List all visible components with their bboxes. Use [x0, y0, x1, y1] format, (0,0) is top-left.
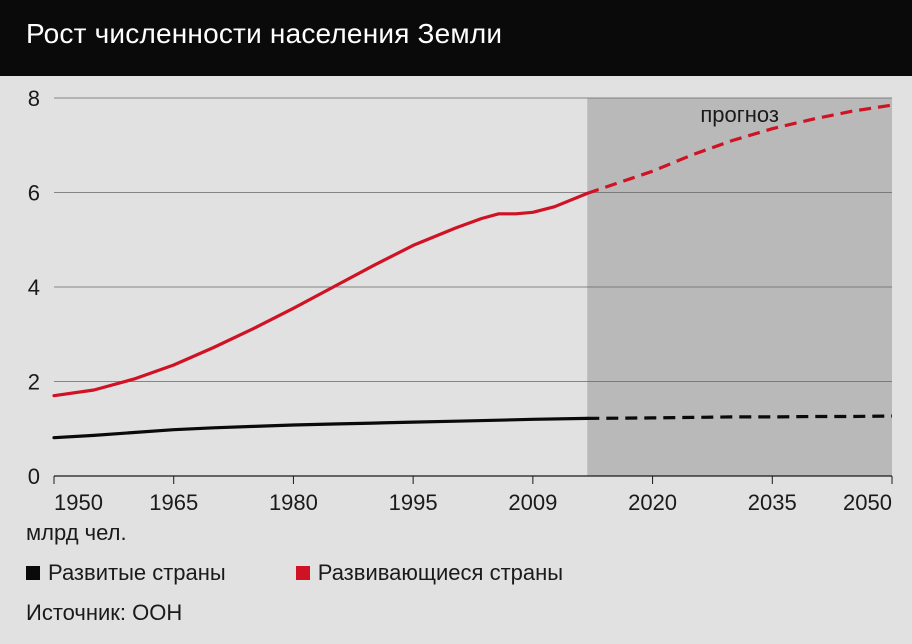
x-tick-label: 2020 — [628, 490, 677, 515]
legend: Развитые страны Развивающиеся страны — [26, 560, 886, 586]
chart-header: Рост численности населения Земли — [0, 0, 912, 76]
legend-label-developed: Развитые страны — [48, 560, 226, 586]
forecast-label: прогноз — [700, 102, 779, 127]
line-chart-svg: прогноз 0 2 4 6 8 1950 1965 1980 1995 2009 2020 2035… — [0, 76, 912, 516]
y-tick-label: 4 — [28, 275, 40, 300]
legend-swatch-developing — [296, 566, 310, 580]
x-tick-label: 1950 — [54, 490, 103, 515]
y-tick-label: 8 — [28, 86, 40, 111]
y-tick-label: 0 — [28, 464, 40, 489]
legend-item-developing: Развивающиеся страны — [296, 560, 563, 586]
y-axis-unit-label: млрд чел. — [26, 520, 886, 546]
x-tick-label: 1965 — [149, 490, 198, 515]
y-tick-label: 6 — [28, 181, 40, 206]
chart-area: прогноз 0 2 4 6 8 1950 1965 1980 1995 2009 2020 2035… — [0, 76, 912, 516]
x-tick-label: 2035 — [748, 490, 797, 515]
y-tick-label: 2 — [28, 370, 40, 395]
legend-label-developing: Развивающиеся страны — [318, 560, 563, 586]
x-tick-label: 2050 — [843, 490, 892, 515]
x-tick-label: 1995 — [389, 490, 438, 515]
legend-item-developed: Развитые страны — [26, 560, 226, 586]
source-label: Источник: ООН — [26, 600, 886, 626]
chart-footer: млрд чел. Развитые страны Развивающиеся … — [0, 516, 912, 626]
series-developed-solid — [54, 418, 587, 437]
chart-title: Рост численности населения Земли — [26, 18, 886, 50]
series-developing-solid — [54, 193, 587, 395]
legend-swatch-developed — [26, 566, 40, 580]
x-tick-label: 1980 — [269, 490, 318, 515]
x-tick-label: 2009 — [508, 490, 557, 515]
